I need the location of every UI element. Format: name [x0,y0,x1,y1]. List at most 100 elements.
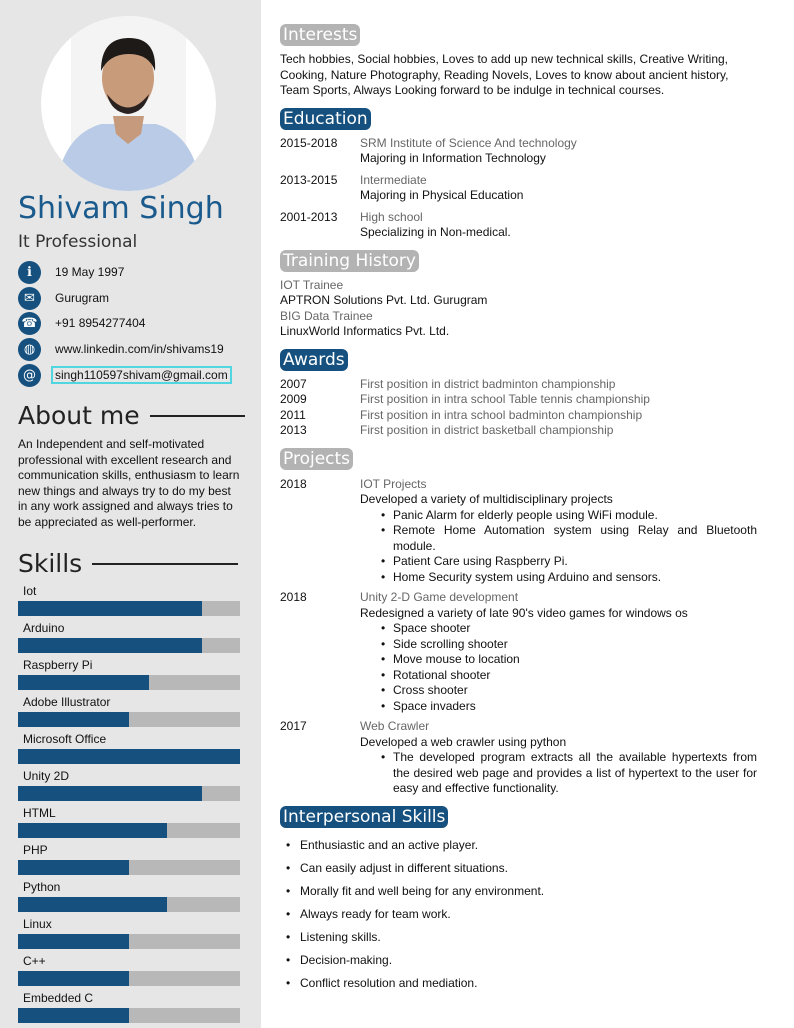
project-title: Web Crawler [360,719,430,733]
education-detail: Majoring in Physical Education [360,188,524,202]
at-icon: @ [18,363,41,387]
interpersonal-heading: Interpersonal Skills [280,805,449,828]
award-year: 2013 [280,423,307,437]
skill-bar-fill [18,897,167,912]
award-year: 2009 [280,392,307,406]
interests-section: Interests Tech hobbies, Social hobbies, … [280,24,757,99]
skill-item: C++ [18,954,240,991]
skill-bar [18,749,240,764]
skills-list: Iot Arduino Raspberry Pi Adobe Illustrator M… [18,584,240,1028]
skill-bar-fill [18,1008,129,1023]
education-section: Education 2015-2018 SRM Institute of Scie… [280,107,757,241]
profile-photo [41,16,216,191]
award-text: First position in district badminton cha… [360,376,616,391]
contact-text: 19 May 1997 [55,265,125,279]
contact-text: +91 8954277404 [55,316,146,330]
skill-label: Embedded C [23,991,94,1005]
education-details: High school Specializing in Non-medical. [360,210,511,241]
education-years: 2013-2015 [280,172,338,187]
award-item: 2007 First position in district badminton… [280,377,757,393]
sidebar: Shivam Singh It Professional ℹ 19 May 199… [0,0,261,1028]
project-bullet: Remote Home Automation system using Rela… [360,523,757,554]
about-heading-text: About me [18,401,140,430]
skill-label: C++ [23,954,46,968]
education-item: 2001-2013 High school Specializing in Non-… [280,210,757,241]
training-role: BIG Data Trainee [280,308,373,323]
project-year: 2018 [280,590,307,604]
skill-bar-fill [18,823,167,838]
skill-bar-fill [18,749,240,764]
education-school: SRM Institute of Science And technology [360,135,577,150]
education-detail: Specializing in Non-medical. [360,225,511,239]
skill-bar [18,786,240,801]
profile-name: Shivam Singh [18,191,224,226]
skill-label: PHP [23,843,48,857]
project-year: 2018 [280,476,307,491]
project-title: Unity 2-D Game development [360,590,519,604]
project-bullet: Space invaders [360,699,757,715]
interests-text: Tech hobbies, Social hobbies, Loves to a… [280,52,729,97]
divider [92,563,239,565]
skill-item: Arduino [18,621,240,658]
education-details: SRM Institute of Science And technology M… [360,136,577,167]
info-icon: ℹ [18,260,41,284]
skill-label: Adobe Illustrator [23,695,111,709]
interpersonal-item: Listening skills. [280,930,757,946]
awards-section: Awards 2007 First position in district ba… [280,348,757,439]
project-bullets: The developed program extracts all the a… [360,750,757,797]
skill-label: Microsoft Office [23,732,107,746]
contact-linkedin[interactable]: ◍ www.linkedin.com/in/shivams19 [18,337,224,361]
education-years: 2001-2013 [280,209,338,224]
education-item: 2015-2018 SRM Institute of Science And te… [280,136,757,167]
interpersonal-item: Always ready for team work. [280,907,757,923]
education-school: Intermediate [360,172,427,187]
skill-item: Embedded C [18,991,240,1028]
project-bullet: Patient Care using Raspberry Pi. [360,554,757,570]
skill-bar-fill [18,601,203,616]
skill-bar [18,934,240,949]
education-details: Intermediate Majoring in Physical Educati… [360,173,523,204]
linkedin-link[interactable]: www.linkedin.com/in/shivams19 [55,342,224,356]
about-heading: About me [18,400,245,432]
contact-location: ✉ Gurugram [18,286,109,310]
project-desc: Redesigned a variety of late 90's video … [360,605,688,620]
project-bullet: Home Security system using Arduino and s… [360,570,757,586]
award-item: 2013 First position in district basketbal… [280,423,757,439]
project-item: 2018 IOT Projects Developed a variety of m… [280,477,757,586]
award-text: First position in intra school Table ten… [360,392,650,406]
skill-label: Raspberry Pi [23,658,93,672]
training-heading: Training History [280,249,419,272]
skill-item: Adobe Illustrator [18,695,240,732]
education-years: 2015-2018 [280,135,338,150]
skill-label: Linux [23,917,52,931]
project-details: Unity 2-D Game development Redesigned a v… [360,590,757,714]
project-bullet: Side scrolling shooter [360,637,757,653]
award-year: 2007 [280,376,307,391]
training-section: Training History IOT Trainee APTRON Solut… [280,249,757,340]
skill-bar [18,860,240,875]
skill-bar-fill [18,934,129,949]
skill-bar [18,897,240,912]
projects-heading: Projects [280,447,354,470]
email-link[interactable]: singh110597shivam@gmail.com [51,366,232,384]
contact-email[interactable]: @ singh110597shivam@gmail.com [18,363,232,387]
divider [149,415,245,417]
award-item: 2011 First position in intra school badmi… [280,408,757,424]
interpersonal-item: Enthusiastic and an active player. [280,838,757,854]
skill-item: Iot [18,584,240,621]
project-title: IOT Projects [360,476,427,491]
award-item: 2009 First position in intra school Table… [280,392,757,408]
training-org: APTRON Solutions Pvt. Ltd. Gurugram [280,293,488,307]
skill-bar [18,638,240,653]
project-bullets: Panic Alarm for elderly people using WiF… [360,508,757,586]
skill-bar [18,823,240,838]
projects-section: Projects 2018 IOT Projects Developed a var… [280,447,757,797]
skill-item: HTML [18,806,240,843]
project-desc: Developed a web crawler using python [360,734,567,749]
project-bullet: The developed program extracts all the a… [360,750,757,797]
skill-bar-fill [18,638,203,653]
skill-bar [18,712,240,727]
awards-heading: Awards [280,348,348,371]
education-school: High school [360,209,423,224]
award-year: 2011 [280,407,306,422]
